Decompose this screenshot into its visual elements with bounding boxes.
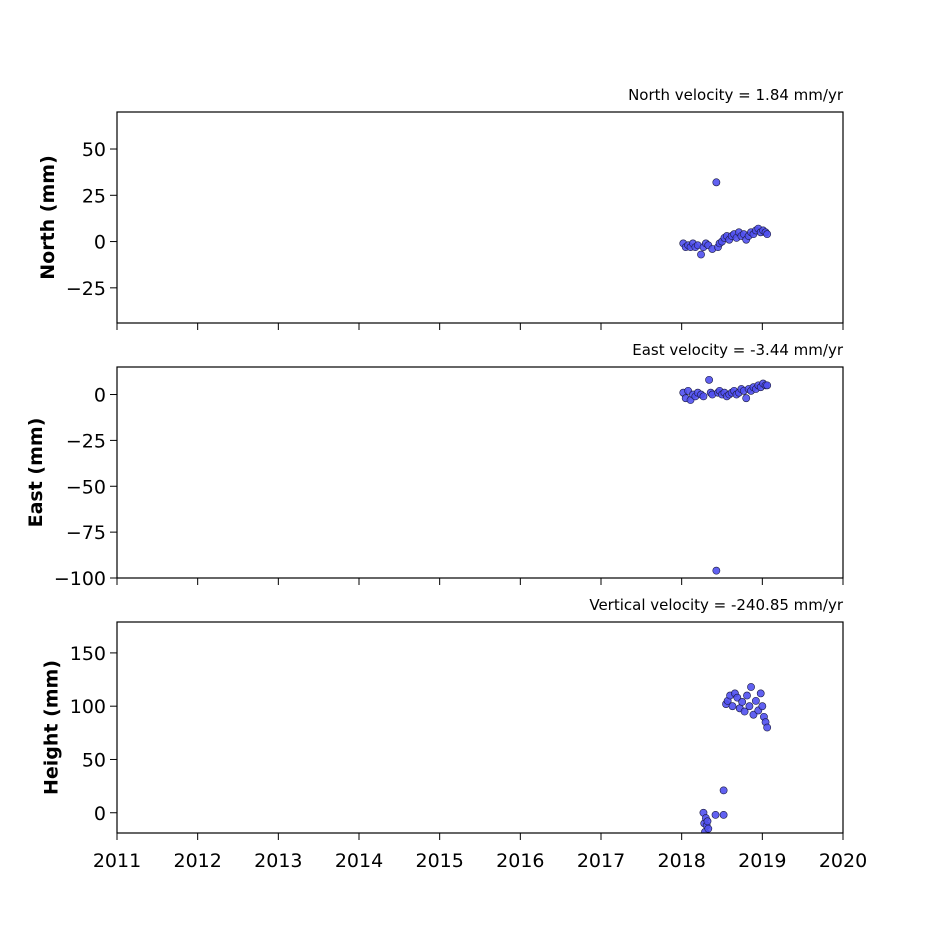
point bbox=[712, 566, 721, 575]
y-axis-label: Height (mm) bbox=[41, 660, 63, 795]
point bbox=[763, 381, 772, 390]
y-tick-label: 50 bbox=[82, 139, 106, 161]
x-tick-label: 2020 bbox=[819, 850, 867, 872]
point bbox=[763, 723, 772, 732]
y-tick-label: 100 bbox=[70, 696, 106, 718]
subplot: East velocity = -3.44 mm/yr −100 −75 −50 −25… bbox=[25, 341, 844, 590]
point bbox=[743, 691, 751, 700]
subplot-title: North velocity = 1.84 mm/yr bbox=[628, 86, 844, 104]
axes-frame bbox=[116, 621, 844, 834]
point bbox=[751, 696, 760, 705]
y-tick-label: −100 bbox=[54, 568, 106, 590]
point bbox=[756, 689, 765, 698]
point bbox=[733, 693, 742, 702]
axes-frame bbox=[116, 366, 844, 579]
x-tick-label: 2019 bbox=[738, 850, 786, 872]
x-tick-label: 2012 bbox=[173, 850, 221, 872]
point bbox=[719, 810, 728, 819]
point bbox=[747, 683, 755, 691]
point bbox=[749, 710, 758, 719]
point bbox=[703, 817, 712, 826]
subplot: North velocity = 1.84 mm/yr −25 0 25 50 North… bbox=[37, 86, 844, 330]
subplot: Vertical velocity = -240.85 mm/yr 0 50 100 1… bbox=[41, 596, 867, 872]
point bbox=[763, 230, 772, 239]
x-tick-label: 2014 bbox=[335, 850, 383, 872]
point bbox=[699, 392, 708, 401]
point bbox=[758, 702, 767, 711]
x-tick-label: 2011 bbox=[93, 850, 141, 872]
point bbox=[719, 786, 728, 795]
y-axis-label: East (mm) bbox=[25, 418, 47, 528]
point bbox=[711, 810, 720, 819]
y-axis-label: North (mm) bbox=[37, 155, 59, 280]
point bbox=[745, 702, 754, 711]
points bbox=[679, 375, 772, 575]
point bbox=[712, 178, 721, 187]
point bbox=[728, 702, 737, 711]
y-tick-label: 150 bbox=[70, 643, 106, 665]
x-tick-label: 2017 bbox=[577, 850, 625, 872]
x-tick-label: 2015 bbox=[415, 850, 463, 872]
y-tick-label: 50 bbox=[82, 749, 106, 771]
y-tick-label: 0 bbox=[94, 385, 106, 407]
axes-frame bbox=[116, 111, 844, 324]
point bbox=[705, 375, 713, 384]
x-tick-label: 2013 bbox=[254, 850, 302, 872]
subplot-title: East velocity = -3.44 mm/yr bbox=[632, 341, 844, 359]
y-tick-label: 0 bbox=[94, 803, 106, 825]
x-tick-label: 2016 bbox=[496, 850, 544, 872]
point bbox=[740, 707, 749, 716]
y-tick-label: −50 bbox=[66, 476, 106, 498]
point bbox=[704, 824, 713, 833]
y-tick-label: −75 bbox=[66, 522, 106, 544]
point bbox=[742, 394, 751, 403]
point bbox=[697, 250, 705, 259]
y-tick-label: 25 bbox=[82, 185, 106, 207]
x-tick-label: 2018 bbox=[657, 850, 705, 872]
y-tick-label: −25 bbox=[66, 430, 106, 452]
y-tick-label: 0 bbox=[94, 232, 106, 254]
points bbox=[679, 178, 772, 259]
y-tick-label: −25 bbox=[66, 278, 106, 300]
points bbox=[699, 683, 772, 833]
point bbox=[738, 698, 747, 706]
subplot-title: Vertical velocity = -240.85 mm/yr bbox=[589, 596, 843, 614]
